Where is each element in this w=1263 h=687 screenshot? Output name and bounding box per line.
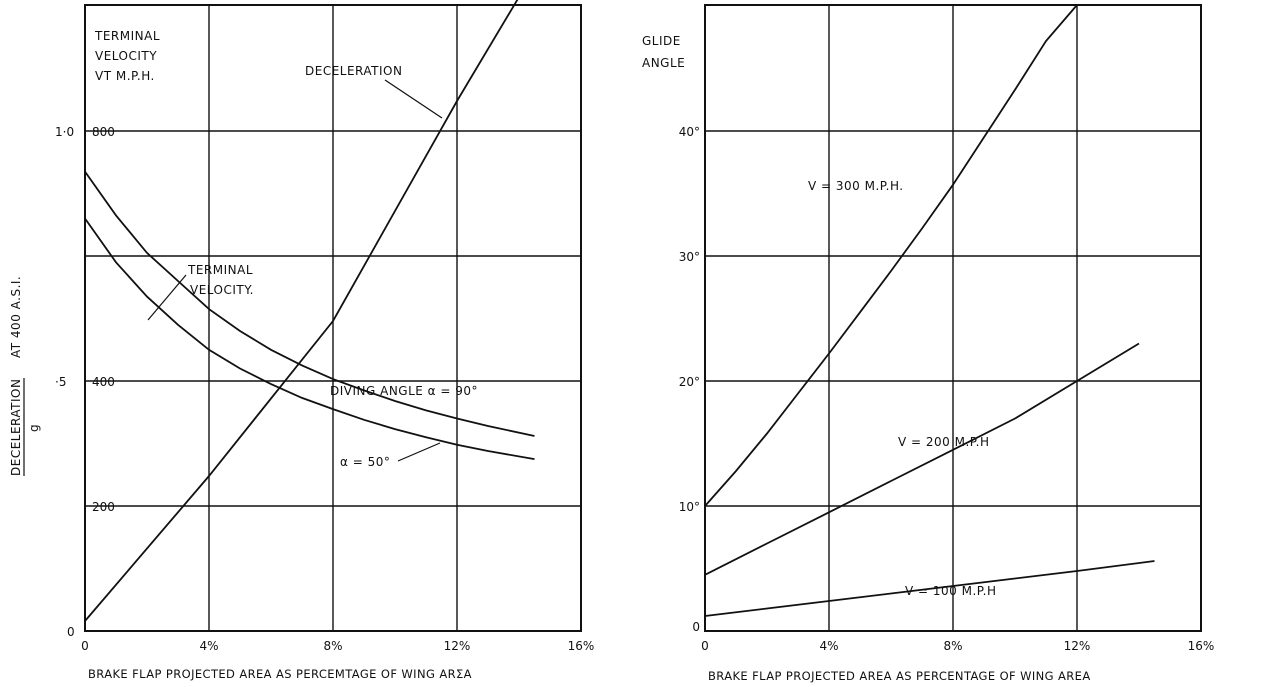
right-y-tick-4: 40° [679, 125, 700, 139]
left-curves [84, 0, 535, 622]
leader-deceleration [384, 79, 443, 119]
right-y-tick-1: 10° [679, 500, 700, 514]
series-line-v-300-m-p-h [704, 4, 1078, 507]
left-x-tick-1: 4% [199, 639, 218, 653]
right-y-tick-0: 0 [692, 620, 700, 634]
annotation-deceleration: DECELERATION [305, 64, 402, 78]
series-line-50 [84, 217, 535, 460]
right-curves [704, 4, 1155, 617]
series-line-diving-angle-90 [84, 171, 535, 437]
right-y-tick-3: 30° [679, 250, 700, 264]
left-y-ticks: 0 ·5 1·0 200 400 800 [55, 125, 115, 639]
deceleration-axis-label-denominator: g [27, 424, 41, 432]
annotation-v-200: V = 200 M.P.H [898, 435, 989, 449]
left-x-tick-2: 8% [323, 639, 342, 653]
left-x-tick-3: 12% [444, 639, 471, 653]
right-y-ticks: 0 10° 20° 30° 40° [679, 125, 700, 634]
vt-title-line-1: TERMINAL [94, 29, 160, 43]
annotation-alpha-50: α = 50° [340, 455, 390, 469]
left-y-tick-vt-1: 400 [92, 375, 115, 389]
deceleration-axis-label-main: DECELERATION [9, 379, 23, 476]
left-plot-frame [84, 4, 582, 632]
glide-angle-label-line-2: ANGLE [642, 56, 685, 70]
right-x-ticks: 0 4% 8% 12% 16% [701, 639, 1214, 653]
left-y-tick-dec-0: 0 [67, 625, 75, 639]
right-x-axis-label: BRAKE FLAP PROJECTED AREA AS PERCENTAGE … [708, 669, 1091, 683]
annotation-terminal: TERMINAL [187, 263, 253, 277]
right-plot-frame [704, 4, 1202, 632]
annotation-velocity: VELOCITY. [190, 283, 254, 297]
right-x-tick-0: 0 [701, 639, 709, 653]
annotation-v-300: V = 300 M.P.H. [808, 179, 904, 193]
left-chart: 0 4% 8% 12% 16% 0 ·5 1·0 200 400 800 TERMINAL VEL… [9, 0, 594, 681]
right-y-tick-2: 20° [679, 375, 700, 389]
left-grid [85, 5, 581, 631]
annotation-v-100: V = 100 M.P.H [905, 584, 996, 598]
right-grid [705, 5, 1201, 631]
right-x-tick-1: 4% [819, 639, 838, 653]
glide-angle-label-line-1: GLIDE [642, 34, 681, 48]
annotation-diving-angle-90: DIVING ANGLE α = 90° [330, 384, 478, 398]
left-y-tick-dec-1: ·5 [55, 375, 66, 389]
left-x-tick-4: 16% [568, 639, 595, 653]
leader-alpha-50 [397, 442, 441, 462]
deceleration-axis-label: DECELERATION g AT 400 A.S.I. [9, 276, 41, 476]
left-y-tick-vt-0: 200 [92, 500, 115, 514]
right-x-tick-4: 16% [1188, 639, 1215, 653]
right-chart: 0 4% 8% 12% 16% 0 10° 20° 30° 40° GLIDE ANGLE V … [642, 4, 1214, 683]
vt-title-line-2: VELOCITY [95, 49, 157, 63]
left-x-axis-label: BRAKE FLAP PROJECTED AREA AS PERCEMTAGE … [88, 667, 472, 681]
right-x-tick-3: 12% [1064, 639, 1091, 653]
series-line-deceleration [84, 0, 519, 622]
vt-title-line-3: VT M.P.H. [95, 69, 155, 83]
series-line-v-100-m-p-h [704, 560, 1155, 617]
right-x-tick-2: 8% [943, 639, 962, 653]
left-x-ticks: 0 4% 8% 12% 16% [81, 639, 594, 653]
left-x-tick-0: 0 [81, 639, 89, 653]
leader-terminal-velocity [147, 274, 187, 321]
left-y-tick-dec-2: 1·0 [55, 125, 74, 139]
series-line-v-200-m-p-h [704, 342, 1140, 576]
left-y-tick-vt-2: 800 [92, 125, 115, 139]
deceleration-axis-label-suffix: AT 400 A.S.I. [9, 276, 23, 358]
